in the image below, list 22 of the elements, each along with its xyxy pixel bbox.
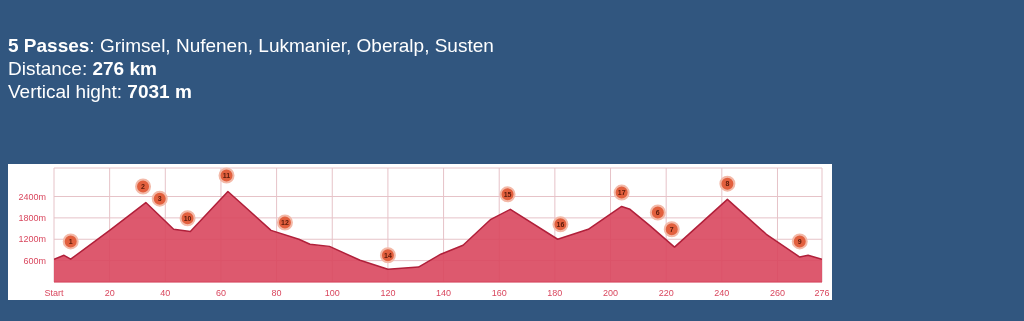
x-tick-label: 160 [491, 288, 507, 299]
x-tick-label: 40 [160, 288, 171, 299]
x-tick-label: 180 [547, 288, 563, 299]
x-tick-label: 220 [658, 288, 674, 299]
x-tick-label: 240 [714, 288, 730, 299]
x-tick-label: Start [44, 288, 64, 299]
y-tick-label: 2400m [18, 191, 46, 202]
x-tick-label: 100 [324, 288, 340, 299]
x-tick-label: 20 [104, 288, 115, 299]
y-tick-label: 600m [23, 255, 46, 266]
x-tick-label: 276 [814, 288, 830, 299]
text: Vertical hight: 7031 m [8, 80, 193, 103]
chart-subtitle: Distance: 276 km [8, 57, 158, 80]
x-tick-label: 140 [436, 288, 452, 299]
chart-title: 5 Passes: Grimsel, Nufenen, Lukmanier, Oberalp, Susten [8, 34, 494, 57]
x-tick-label: 120 [380, 288, 396, 299]
x-tick-label: 260 [769, 288, 785, 299]
x-tick-label: 200 [603, 288, 619, 299]
x-tick-label: 80 [271, 288, 282, 299]
y-tick-label: 1800m [18, 213, 46, 224]
x-tick-label: 60 [215, 288, 226, 299]
y-tick-label: 1200m [18, 234, 46, 245]
